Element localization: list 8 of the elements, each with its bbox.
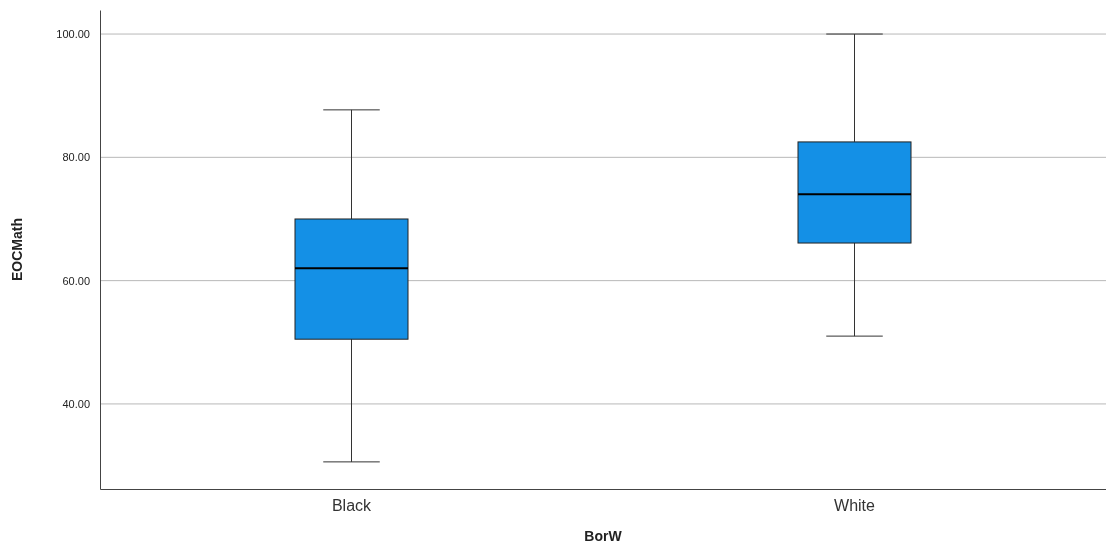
y-tick-label: 100.00 [56, 28, 90, 41]
y-axis-title: EOCMath [9, 218, 25, 281]
y-tick-label: 80.00 [62, 151, 90, 164]
y-tick-label: 40.00 [62, 397, 90, 410]
x-axis-title: BorW [584, 528, 623, 544]
x-tick-label: Black [331, 497, 373, 515]
y-tick-label: 60.00 [62, 274, 90, 287]
x-tick-label: White [834, 497, 876, 515]
